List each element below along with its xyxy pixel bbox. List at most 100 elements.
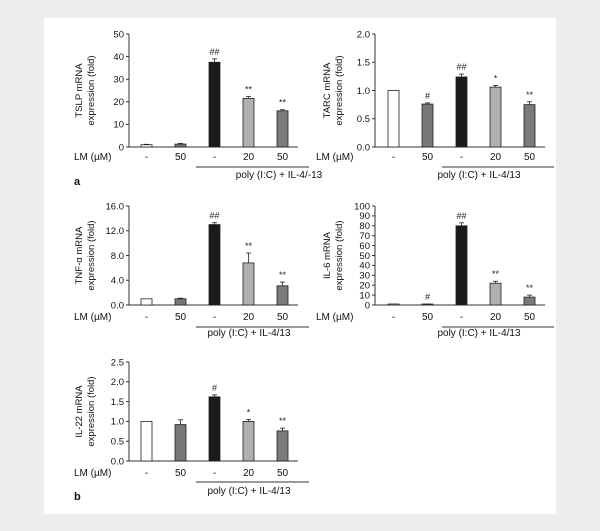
lm-label: LM (µM) bbox=[74, 152, 111, 163]
category-label: - bbox=[145, 152, 148, 163]
bar bbox=[140, 298, 153, 306]
y-tick-label: 2.5 bbox=[111, 357, 124, 368]
y-tick-label: 70 bbox=[359, 231, 370, 242]
y-tick-label: 8.0 bbox=[111, 251, 124, 262]
y-tick-label: 60 bbox=[359, 241, 370, 252]
significance-marker: ** bbox=[492, 269, 500, 279]
bar bbox=[174, 424, 187, 462]
y-tick-label: 40 bbox=[359, 261, 370, 272]
category-label: 50 bbox=[422, 312, 434, 323]
category-label: - bbox=[392, 312, 395, 323]
y-axis-label-unit: expression (fold) bbox=[334, 220, 345, 290]
significance-marker: ## bbox=[209, 211, 219, 221]
y-axis-label: IL-22 mRNA bbox=[74, 385, 85, 438]
bar bbox=[140, 144, 153, 148]
y-tick-label: 1.0 bbox=[111, 417, 124, 428]
bar bbox=[523, 296, 536, 306]
category-label: 20 bbox=[243, 468, 255, 479]
category-label: - bbox=[213, 312, 216, 323]
category-label: - bbox=[145, 468, 148, 479]
y-tick-label: 12.0 bbox=[106, 226, 125, 237]
bar bbox=[242, 262, 255, 306]
y-tick-label: 0.0 bbox=[111, 456, 124, 467]
y-tick-label: 0.5 bbox=[111, 437, 124, 448]
y-tick-label: 10 bbox=[359, 290, 370, 301]
chart-2: 0.0 0.5 1.0 1.5 2.0 TARC mRNA expression (fold… bbox=[316, 29, 554, 181]
y-tick-label: 50 bbox=[359, 251, 370, 262]
y-tick-label: 2.0 bbox=[357, 29, 370, 40]
y-tick-label: 10 bbox=[113, 120, 124, 131]
y-axis-label-unit: expression (fold) bbox=[86, 220, 97, 290]
category-label: 20 bbox=[490, 152, 502, 163]
category-label: 50 bbox=[277, 152, 289, 163]
y-tick-label: 0.5 bbox=[357, 114, 370, 125]
bar bbox=[208, 61, 221, 148]
y-tick-label: 100 bbox=[354, 201, 370, 212]
category-label: - bbox=[145, 312, 148, 323]
significance-marker: # bbox=[212, 383, 217, 393]
y-axis-label: IL-6 mRNA bbox=[322, 231, 333, 279]
lm-label: LM (µM) bbox=[74, 468, 111, 479]
significance-marker: # bbox=[425, 91, 430, 101]
significance-marker: * bbox=[247, 407, 251, 417]
lm-label: LM (µM) bbox=[74, 312, 111, 323]
bar bbox=[455, 225, 468, 306]
y-tick-label: 16.0 bbox=[106, 201, 125, 212]
y-tick-label: 1.5 bbox=[111, 397, 124, 408]
bar bbox=[242, 98, 255, 148]
group-label: poly (I:C) + IL-4/13 bbox=[207, 486, 291, 497]
category-label: - bbox=[213, 468, 216, 479]
significance-marker: * bbox=[494, 73, 498, 83]
group-label: poly (I:C) + IL-4/13 bbox=[437, 328, 521, 339]
y-tick-label: 1.0 bbox=[357, 86, 370, 97]
y-tick-label: 0.0 bbox=[357, 142, 370, 153]
bar bbox=[174, 298, 187, 306]
category-label: 20 bbox=[243, 152, 255, 163]
bar bbox=[140, 420, 153, 462]
y-axis-label-unit: expression (fold) bbox=[334, 55, 345, 125]
y-tick-label: 90 bbox=[359, 211, 370, 222]
category-label: - bbox=[460, 312, 463, 323]
significance-marker: ## bbox=[209, 47, 219, 57]
bar bbox=[276, 110, 289, 148]
group-label: poly (I:C) + IL-4/13 bbox=[437, 170, 521, 181]
y-tick-label: 30 bbox=[359, 271, 370, 282]
significance-marker: ** bbox=[279, 416, 287, 426]
significance-marker: ## bbox=[456, 62, 466, 72]
chart-5: 0.0 0.5 1.0 1.5 2.0 2.5 IL-22 mRNA expression (… bbox=[74, 357, 309, 497]
y-tick-label: 80 bbox=[359, 221, 370, 232]
category-label: 50 bbox=[524, 152, 536, 163]
bar bbox=[387, 303, 400, 306]
y-tick-label: 0 bbox=[365, 300, 370, 311]
y-tick-label: 4.0 bbox=[111, 276, 124, 287]
y-tick-label: 0 bbox=[119, 142, 124, 153]
figure-panel: 0 10 20 30 40 50 TSLP mRNA expression (fold) -50… bbox=[44, 18, 556, 514]
panel-label-a: a bbox=[74, 176, 81, 188]
y-tick-label: 20 bbox=[113, 97, 124, 108]
group-label: poly (I:C) + IL-4/13 bbox=[207, 328, 291, 339]
bar bbox=[523, 104, 536, 148]
y-axis-label: TSLP mRNA bbox=[74, 63, 85, 118]
bar bbox=[208, 224, 221, 306]
y-tick-label: 20 bbox=[359, 281, 370, 292]
significance-marker: ## bbox=[456, 211, 466, 221]
bar bbox=[489, 282, 502, 306]
lm-label: LM (µM) bbox=[316, 152, 353, 163]
y-tick-label: 0.0 bbox=[111, 300, 124, 311]
bar bbox=[208, 396, 221, 462]
category-label: - bbox=[213, 152, 216, 163]
category-label: - bbox=[392, 152, 395, 163]
category-label: 50 bbox=[524, 312, 536, 323]
category-label: 20 bbox=[490, 312, 502, 323]
y-tick-label: 50 bbox=[113, 29, 124, 40]
category-label: - bbox=[460, 152, 463, 163]
significance-marker: ** bbox=[245, 241, 253, 251]
category-label: 20 bbox=[243, 312, 255, 323]
bar bbox=[387, 90, 400, 148]
y-axis-label: TARC mRNA bbox=[322, 62, 333, 118]
significance-marker: ** bbox=[526, 283, 534, 293]
y-axis-label-unit: expression (fold) bbox=[86, 376, 97, 446]
category-label: 50 bbox=[175, 312, 187, 323]
